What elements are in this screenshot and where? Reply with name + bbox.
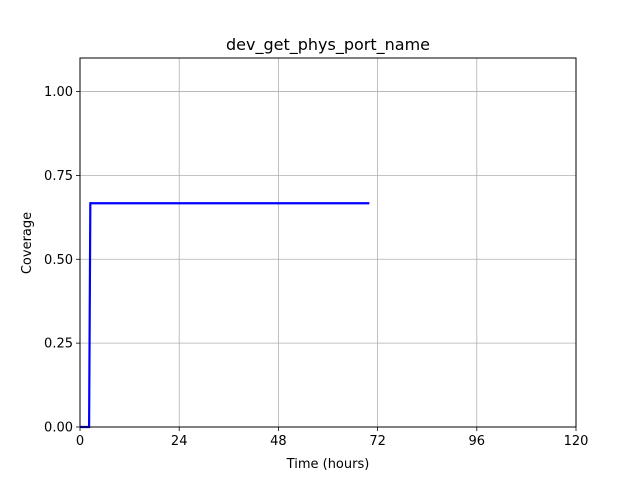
x-tick-label: 72 xyxy=(369,434,386,449)
x-axis-label: Time (hours) xyxy=(286,457,370,472)
y-tick-label: 0.50 xyxy=(44,253,73,268)
y-tick-label: 0.75 xyxy=(44,169,73,184)
y-axis-label: Coverage xyxy=(20,212,35,274)
chart-title: dev_get_phys_port_name xyxy=(226,35,430,55)
x-tick-label: 120 xyxy=(564,434,589,449)
x-tick-label: 96 xyxy=(469,434,486,449)
x-tick-label: 24 xyxy=(171,434,188,449)
y-axis-ticks: 0.00 0.25 0.50 0.75 1.00 xyxy=(44,85,80,436)
y-tick-label: 0.00 xyxy=(44,421,73,436)
y-tick-label: 1.00 xyxy=(44,85,73,100)
x-tick-label: 0 xyxy=(76,434,84,449)
y-tick-label: 0.25 xyxy=(44,337,73,352)
plot-frame xyxy=(79,57,577,428)
x-tick-label: 48 xyxy=(270,434,287,449)
x-axis-ticks: 0 24 48 72 96 120 xyxy=(76,427,589,449)
